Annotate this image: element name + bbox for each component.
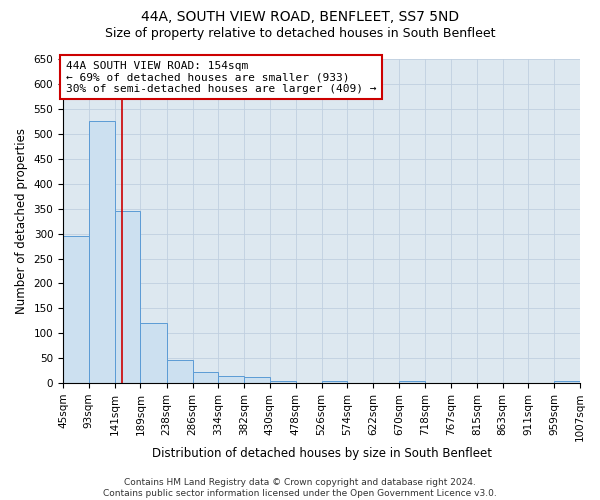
X-axis label: Distribution of detached houses by size in South Benfleet: Distribution of detached houses by size … [152,447,491,460]
Text: 44A, SOUTH VIEW ROAD, BENFLEET, SS7 5ND: 44A, SOUTH VIEW ROAD, BENFLEET, SS7 5ND [141,10,459,24]
Bar [89,122,115,383]
Bar [193,372,218,383]
Bar [63,236,89,383]
Text: 44A SOUTH VIEW ROAD: 154sqm
← 69% of detached houses are smaller (933)
30% of se: 44A SOUTH VIEW ROAD: 154sqm ← 69% of det… [65,60,376,94]
Y-axis label: Number of detached properties: Number of detached properties [15,128,28,314]
Bar [399,380,425,383]
Text: Contains HM Land Registry data © Crown copyright and database right 2024.
Contai: Contains HM Land Registry data © Crown c… [103,478,497,498]
Bar [244,377,270,383]
Bar [218,376,244,383]
Bar [270,380,296,383]
Bar [322,380,347,383]
Bar [140,324,167,383]
Bar [167,360,193,383]
Bar [554,380,580,383]
Bar [115,211,140,383]
Text: Size of property relative to detached houses in South Benfleet: Size of property relative to detached ho… [105,28,495,40]
